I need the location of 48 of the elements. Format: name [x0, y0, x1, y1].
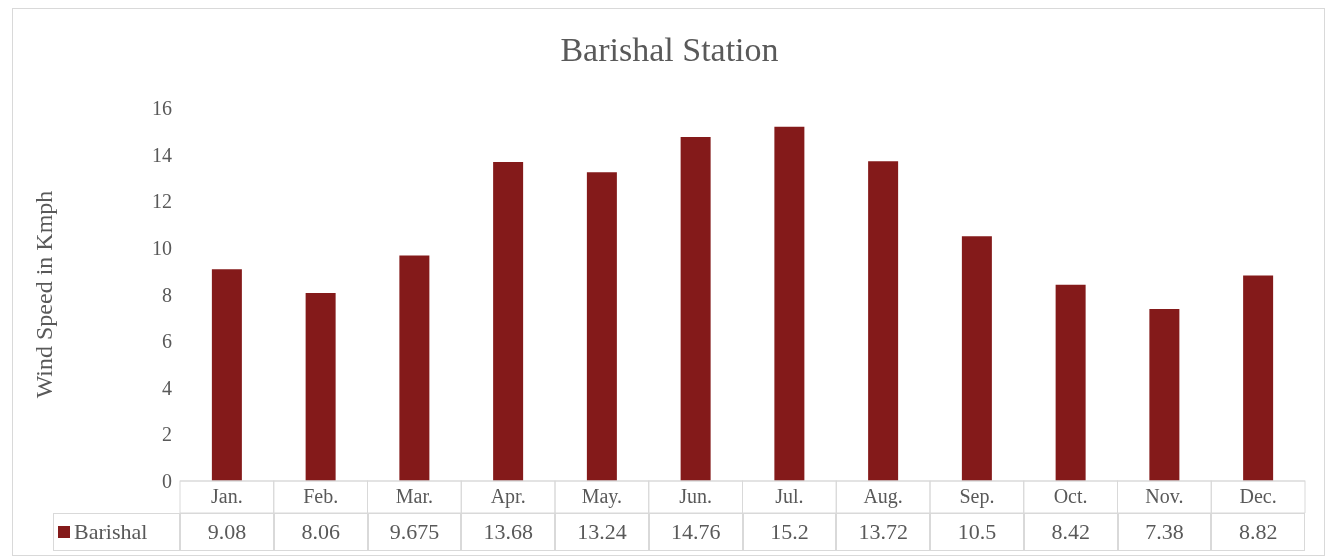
data-label: 13.72 — [836, 513, 930, 551]
x-tick-label: Mar. — [395, 485, 433, 507]
x-tick-label: Jun. — [679, 485, 713, 507]
bar — [1149, 308, 1180, 481]
data-label: 8.06 — [273, 513, 368, 551]
bar — [1055, 284, 1086, 481]
data-label: 9.675 — [367, 513, 462, 551]
bar — [774, 126, 805, 481]
y-tick-label: 16 — [152, 97, 172, 120]
y-tick-label: 14 — [152, 143, 172, 166]
data-label: 7.38 — [1117, 513, 1212, 551]
bar — [586, 172, 617, 481]
data-label: 8.42 — [1023, 513, 1118, 551]
y-tick-label: 8 — [162, 283, 172, 306]
bar — [868, 161, 899, 481]
y-tick-label: 2 — [162, 423, 172, 446]
data-label: 9.08 — [180, 513, 274, 551]
x-tick-label: Feb. — [303, 485, 339, 507]
x-tick-label: Oct. — [1053, 485, 1088, 507]
x-tick-label: Nov. — [1145, 485, 1184, 507]
bar — [680, 136, 711, 481]
data-label: 13.24 — [555, 513, 649, 551]
chart-title: Barishal Station — [559, 31, 780, 69]
data-label: 15.2 — [742, 513, 837, 551]
y-tick-label: 10 — [152, 236, 172, 259]
x-tick-label: Apr. — [490, 485, 526, 508]
data-label: 10.5 — [930, 513, 1024, 551]
x-tick-label: May. — [581, 485, 623, 508]
data-label: 8.82 — [1211, 513, 1305, 551]
x-tick-label: Dec. — [1239, 485, 1277, 507]
y-tick-label: 4 — [162, 376, 172, 399]
data-label: 13.68 — [461, 513, 555, 551]
x-tick-label: Jul. — [775, 485, 804, 507]
legend-label: Barishal — [53, 513, 180, 551]
bar — [961, 236, 992, 481]
bar — [305, 293, 336, 481]
bar — [1243, 275, 1274, 481]
bar — [399, 255, 430, 481]
y-tick-label: 0 — [162, 470, 172, 493]
bar — [211, 269, 242, 481]
bar — [493, 162, 524, 481]
y-axis-title: Wind Speed in Kmph — [30, 190, 57, 399]
x-tick-label: Jan. — [211, 485, 243, 507]
data-label: 14.76 — [648, 513, 743, 551]
x-tick-label: Sep. — [959, 485, 995, 508]
y-tick-label: 6 — [162, 330, 172, 353]
x-tick-label: Aug. — [863, 485, 903, 508]
y-tick-label: 12 — [152, 190, 172, 213]
